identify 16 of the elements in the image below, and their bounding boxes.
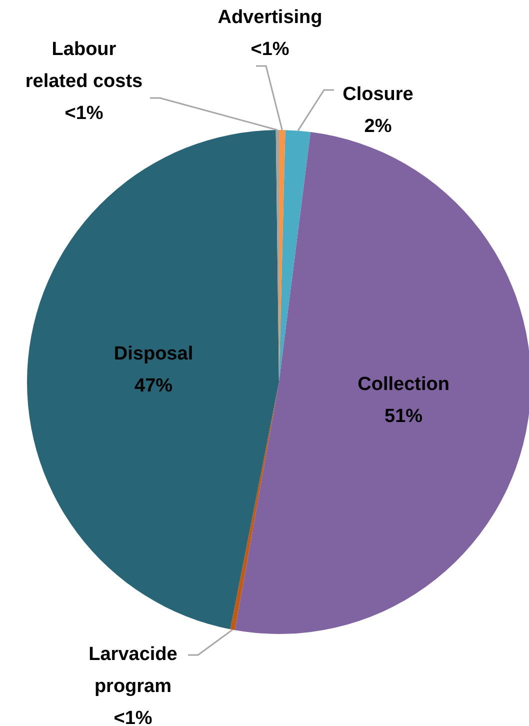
slice-label: Larvacide program <box>88 644 178 698</box>
data-label: <1% <box>250 39 290 60</box>
slice-label: Collection <box>358 374 450 395</box>
slice-label: Closure <box>342 84 414 106</box>
slice-label: Advertising <box>218 7 322 28</box>
data-label: 51% <box>384 406 423 427</box>
pie-slice <box>230 382 279 630</box>
data-label: 2% <box>364 116 392 138</box>
pie-slice <box>234 132 529 634</box>
pie-slice <box>27 130 279 630</box>
slice-label: Disposal <box>114 344 194 365</box>
data-label: <1% <box>114 708 152 726</box>
slice-label: Labour related costs <box>25 39 143 92</box>
data-label: 47% <box>134 376 173 397</box>
pie-slice <box>279 130 311 382</box>
data-label: <1% <box>64 103 104 124</box>
